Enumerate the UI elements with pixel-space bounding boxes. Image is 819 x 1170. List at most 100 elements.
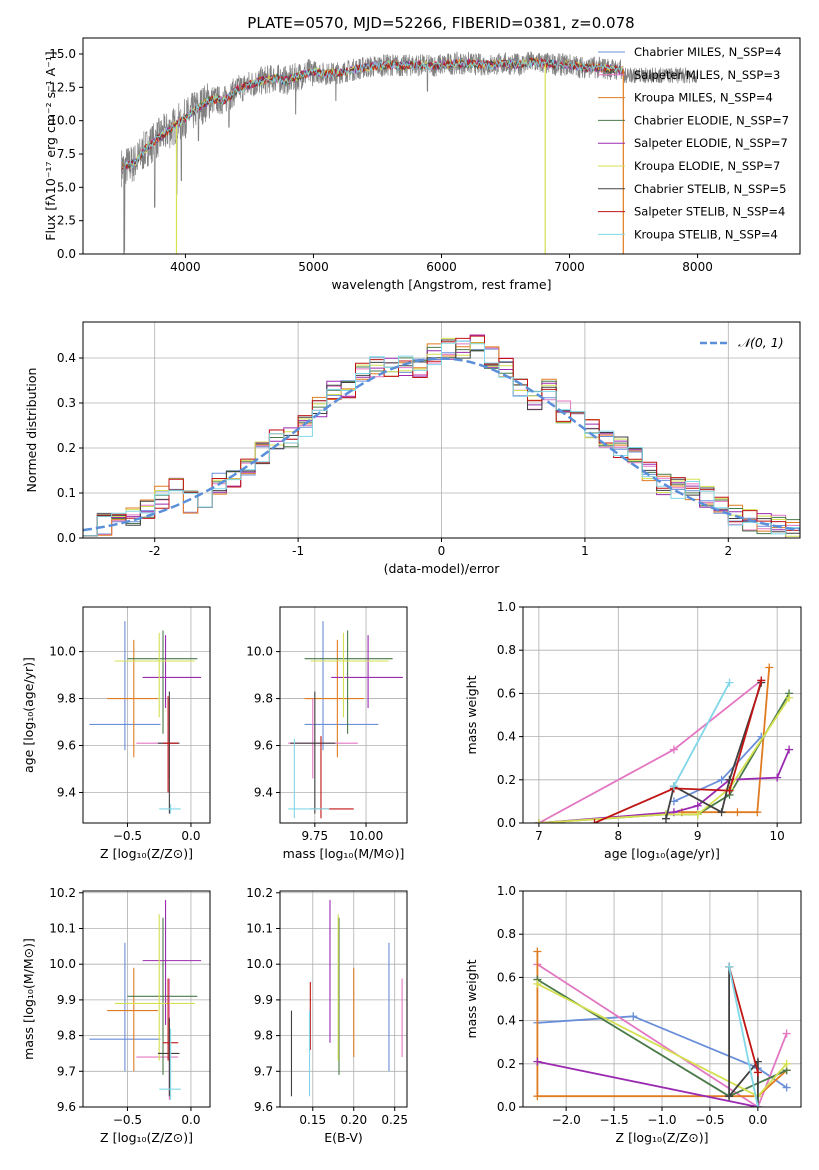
weight-marker: [669, 745, 678, 754]
x-tick-label: −0.5: [113, 829, 142, 843]
weight-marker: [785, 693, 794, 702]
weight-marker: [782, 1029, 791, 1038]
x-tick-label: −1.0: [647, 1113, 676, 1127]
x-tick-label: 7: [535, 829, 543, 843]
y-axis-label: Normed distribution: [24, 368, 39, 493]
y-tick-label: 7.5: [57, 147, 76, 161]
weight-marker: [533, 1092, 542, 1101]
y-tick-label: 0.8: [497, 927, 516, 941]
weight-line: [538, 679, 762, 823]
errorbar-point: [304, 630, 393, 734]
errorbar-point: [107, 967, 158, 1072]
y-tick-label: 0.4: [57, 351, 76, 365]
y-tick-label: 9.9: [57, 993, 76, 1007]
x-tick-label: 0.0: [748, 1113, 767, 1127]
x-tick-label: 8000: [682, 260, 713, 274]
errorbar-point: [114, 914, 195, 1061]
legend-label: Salpeter ELODIE, N_SSP=7: [634, 136, 788, 150]
y-tick-label: 9.8: [57, 692, 76, 706]
errorbar-point: [331, 635, 403, 708]
weight-series: [533, 1057, 762, 1107]
y-axis-label: mass [log₁₀(M/M⊙)]: [21, 938, 36, 1060]
weight-marker: [534, 819, 543, 823]
x-tick-label: 0.20: [340, 1113, 367, 1127]
y-axis-label: Flux [fλ10⁻¹⁷ erg cm⁻² s⁻¹ A⁻¹]: [43, 51, 58, 240]
y-tick-label: 0.1: [57, 486, 76, 500]
errorbar-point: [159, 1028, 181, 1100]
x-tick-label: 7000: [554, 260, 585, 274]
x-axis-label: age [log₁₀(age/yr)]: [604, 846, 720, 861]
y-tick-label: 0.4: [497, 1014, 516, 1028]
weight-line: [728, 966, 759, 1107]
errorbar-point: [157, 691, 180, 814]
weight-marker: [533, 947, 542, 956]
weight-marker: [782, 1059, 791, 1068]
x-tick-label: −1.5: [599, 1113, 628, 1127]
y-tick-label: 0.0: [57, 531, 76, 545]
weight-line: [537, 1060, 759, 1107]
weight-line: [537, 1015, 788, 1089]
y-tick-label: 10.0: [246, 957, 273, 971]
weight-series: [534, 693, 794, 823]
plot-area: [534, 663, 794, 823]
legend-label: Salpeter MILES, N_SSP=3: [634, 68, 780, 82]
y-tick-label: 9.8: [57, 1029, 76, 1043]
weight-series: [677, 663, 774, 817]
model-spectrum: [121, 57, 624, 172]
weight-marker: [757, 676, 766, 685]
y-tick-label: 9.8: [254, 1029, 273, 1043]
x-tick-label: 0.0: [181, 1113, 200, 1127]
weight-marker: [693, 810, 702, 819]
legend: Chabrier MILES, N_SSP=4 Salpeter MILES, N…: [598, 45, 789, 241]
y-tick-label: 10.2: [246, 886, 273, 900]
x-tick-label: −0.5: [113, 1113, 142, 1127]
weight-marker: [533, 1057, 542, 1066]
errorbar-point: [310, 632, 389, 718]
x-axis-label: E(B-V): [324, 1130, 363, 1145]
axes-frame: [82, 606, 211, 824]
y-tick-label: 0.6: [497, 970, 516, 984]
weight-marker: [717, 775, 726, 784]
weight-line: [681, 667, 771, 814]
weight-series: [725, 962, 762, 1107]
axes-frame: [279, 606, 408, 824]
model-spectrum: [120, 57, 624, 172]
y-tick-label: 10.1: [49, 921, 76, 935]
y-tick-label: 10.0: [49, 957, 76, 971]
y-tick-label: 10.0: [49, 645, 76, 659]
panel-mass-vs-Z: −0.5 0.0 9.6 9.7 9.8 9.9 10.0 10.1 10.2 Z [log₁₀(…: [21, 886, 211, 1145]
legend-label: Chabrier ELODIE, N_SSP=7: [634, 113, 789, 127]
x-tick-label: 0.15: [299, 1113, 326, 1127]
plot-area: [290, 899, 403, 1097]
y-tick-label: 9.6: [57, 1100, 76, 1114]
legend-label: Kroupa MILES, N_SSP=4: [634, 91, 773, 105]
x-tick-label: 4000: [170, 260, 201, 274]
weight-marker: [765, 663, 774, 672]
x-tick-label: 5000: [298, 260, 329, 274]
x-axis-label: (data-model)/error: [384, 561, 501, 576]
plot-area: [533, 947, 791, 1107]
panel-mass-weight-vs-Z: −2.0 −1.5 −1.0 −0.5 0.0 0.0 0.2 0.4 0.6 0.8 1.0 Z […: [464, 884, 802, 1145]
x-tick-label: 6000: [426, 260, 457, 274]
x-tick-label: 10.00: [349, 829, 383, 843]
y-tick-label: 9.7: [57, 1064, 76, 1078]
errorbar-point: [142, 899, 202, 1025]
weight-series: [534, 689, 794, 823]
errorbar-point: [107, 639, 158, 758]
errorbar-point: [89, 621, 161, 751]
weight-marker: [782, 1083, 791, 1092]
weight-line: [536, 951, 788, 1098]
y-tick-label: 9.7: [254, 1064, 273, 1078]
legend-gaussian-label: 𝒩(0, 1): [738, 335, 784, 350]
y-tick-label: 10.0: [49, 114, 76, 128]
weight-series: [669, 732, 766, 806]
y-tick-label: 10.0: [246, 645, 273, 659]
weight-marker: [669, 797, 678, 806]
x-tick-label: 9: [694, 829, 702, 843]
y-tick-label: 9.8: [254, 692, 273, 706]
legend-label: Kroupa STELIB, N_SSP=4: [634, 227, 778, 241]
errorbar-point: [163, 696, 179, 793]
weight-marker: [753, 1068, 762, 1077]
weight-series: [669, 678, 734, 791]
